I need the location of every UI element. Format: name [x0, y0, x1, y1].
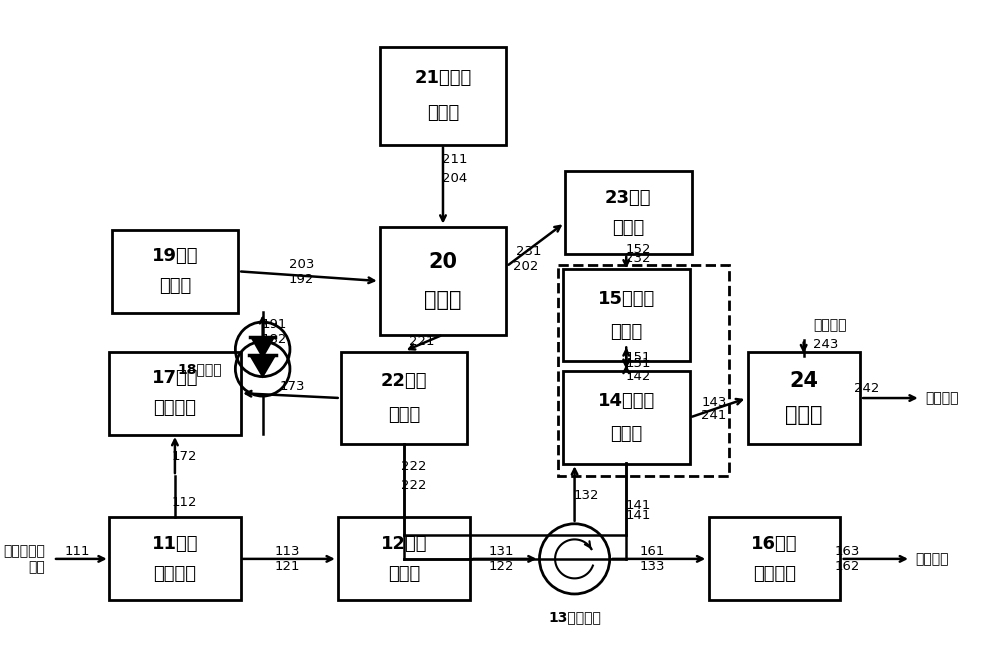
Text: 192: 192 — [289, 273, 314, 286]
Text: 13光环形器: 13光环形器 — [548, 610, 601, 624]
Polygon shape — [249, 355, 276, 379]
Bar — [341, 352, 467, 444]
Text: 163: 163 — [835, 544, 860, 557]
Text: 172: 172 — [172, 450, 197, 463]
Bar — [563, 269, 690, 361]
Text: 调制器: 调制器 — [388, 565, 420, 583]
Text: 光频与射频
信号: 光频与射频 信号 — [3, 544, 45, 574]
Text: 14电吸收: 14电吸收 — [598, 392, 655, 410]
Text: 122: 122 — [489, 561, 514, 573]
Text: 141: 141 — [625, 508, 651, 522]
Bar — [338, 517, 470, 600]
Text: 182: 182 — [262, 333, 287, 346]
Text: 光耦合器: 光耦合器 — [753, 565, 796, 583]
Text: 光频信号: 光频信号 — [916, 552, 949, 566]
Text: 152: 152 — [625, 243, 651, 256]
Text: 12声光: 12声光 — [381, 535, 427, 553]
Text: 204: 204 — [442, 172, 467, 185]
Text: 222: 222 — [401, 460, 426, 473]
Text: 光耦合器: 光耦合器 — [153, 399, 196, 417]
Text: 19带通: 19带通 — [152, 248, 198, 265]
Bar — [112, 230, 238, 313]
Bar — [380, 228, 506, 335]
Text: 锁相环: 锁相环 — [612, 219, 644, 237]
Bar — [558, 264, 729, 476]
Bar — [109, 517, 241, 600]
Text: 22第一: 22第一 — [381, 372, 427, 390]
Bar — [109, 352, 241, 435]
Text: 24: 24 — [789, 372, 818, 392]
Text: 113: 113 — [274, 544, 300, 557]
Text: 17第三: 17第三 — [152, 369, 198, 387]
Text: 161: 161 — [640, 544, 665, 557]
Polygon shape — [250, 337, 275, 359]
Bar — [380, 47, 506, 144]
Text: 221: 221 — [409, 335, 434, 348]
Text: 21频率参: 21频率参 — [414, 69, 472, 87]
Text: 考电路: 考电路 — [427, 104, 459, 123]
Text: 142: 142 — [625, 370, 651, 383]
Text: 141: 141 — [625, 499, 651, 511]
Bar — [563, 372, 690, 464]
Text: 202: 202 — [513, 260, 539, 273]
Text: 20: 20 — [428, 252, 457, 272]
Text: 143: 143 — [701, 397, 727, 410]
Bar — [748, 352, 860, 444]
Text: 162: 162 — [835, 561, 860, 573]
Text: 111: 111 — [65, 544, 90, 557]
Text: 23第二: 23第二 — [605, 189, 651, 207]
Text: 偏置器: 偏置器 — [785, 404, 822, 424]
Text: 232: 232 — [625, 252, 651, 265]
Text: 112: 112 — [172, 496, 197, 509]
Text: 151: 151 — [625, 357, 651, 370]
Text: 直流电压: 直流电压 — [813, 318, 847, 332]
Text: 18探测器: 18探测器 — [177, 362, 222, 376]
Text: 241: 241 — [701, 409, 727, 422]
Text: 133: 133 — [640, 561, 665, 573]
Text: 激光器: 激光器 — [610, 323, 642, 341]
Text: 滤波器: 滤波器 — [159, 277, 191, 295]
Text: 231: 231 — [516, 245, 542, 259]
Text: 光耦合器: 光耦合器 — [153, 565, 196, 583]
Text: 11第一: 11第一 — [152, 535, 198, 553]
Text: 173: 173 — [279, 380, 305, 393]
Text: 射频信号: 射频信号 — [926, 391, 959, 405]
Text: 调制器: 调制器 — [610, 425, 642, 443]
Text: 242: 242 — [854, 382, 880, 395]
Text: 15半导体: 15半导体 — [598, 290, 655, 308]
Text: 243: 243 — [813, 338, 839, 351]
Text: 151: 151 — [625, 351, 651, 364]
Text: 16第二: 16第二 — [751, 535, 798, 553]
Text: 131: 131 — [489, 544, 514, 557]
Text: 121: 121 — [274, 561, 300, 573]
Bar — [709, 517, 840, 600]
Text: 191: 191 — [262, 319, 287, 332]
Text: 鉴相器: 鉴相器 — [424, 290, 462, 310]
Text: 203: 203 — [289, 258, 314, 271]
Bar — [565, 172, 692, 254]
Text: 222: 222 — [401, 479, 426, 492]
Text: 132: 132 — [574, 489, 599, 502]
Text: 211: 211 — [442, 153, 467, 166]
Text: 锁相环: 锁相环 — [388, 406, 420, 424]
